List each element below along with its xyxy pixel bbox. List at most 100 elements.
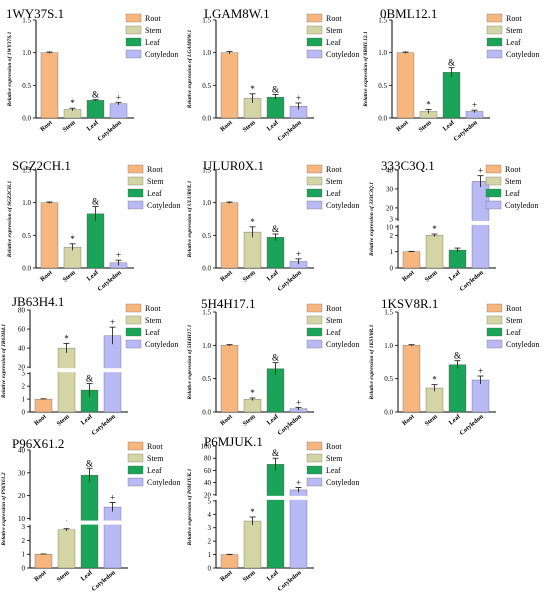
bar-root [396,52,415,119]
legend-swatch [306,477,323,487]
x-tick-label: Cotyledon [96,269,123,293]
legend-swatch [486,13,503,23]
significance-mark: & [92,90,99,100]
significance-mark: & [272,353,279,363]
significance-mark: * [250,507,255,517]
legend-swatch [306,25,323,35]
y-axis-label: Relative expression of 5H4H17.1 [187,324,193,400]
y-tick-label: 20 [18,492,26,500]
legend-label: Stem [326,454,343,463]
legend-swatch [486,49,503,59]
y-tick-label: 80 [18,307,26,315]
significance-mark: * [432,224,437,234]
y-tick-label: 0.5 [22,82,31,90]
x-tick-label: Leaf [86,119,101,133]
significance-mark: * [250,84,255,94]
x-tick-label: Stem [61,269,77,284]
bar-leaf [448,249,467,269]
chart-panel: LGAM8W.1 Relative expression of LGAM8W.1 0… [187,6,359,143]
significance-mark: & [272,84,279,94]
legend-swatch [125,25,142,35]
legend-swatch [306,441,323,451]
y-tick-label: 0.5 [384,375,393,383]
legend-swatch [127,200,144,210]
y-tick-label: 0.0 [22,265,31,273]
significance-mark: + [478,366,483,376]
y-tick-label: 1.5 [202,309,211,317]
y-tick-label: 20 [204,491,212,499]
legend-swatch [306,37,323,47]
significance-mark: & [92,197,99,207]
legend-swatch [306,315,323,325]
bar-cotyledon [289,489,308,569]
legend-label: Stem [147,177,164,186]
legend-label: Root [506,14,522,23]
y-axis-label: Relative expression of 0BML12.1 [363,31,369,108]
legend-swatch [486,25,503,35]
y-tick-label: 1 [22,396,26,404]
y-tick-label: 40 [18,345,26,353]
chart-panel: SGZ2CH.1 Relative expression of SGZ2CH.1 0… [7,158,180,293]
x-tick-label: Stem [241,269,257,284]
bar-stem [57,347,76,413]
legend-label: Cotyledon [147,201,180,210]
bar-cotyledon [103,335,122,413]
bar-stem [243,231,262,269]
y-tick-label: 0.0 [202,115,211,123]
legend-label: Leaf [145,38,160,47]
x-tick-label: Cotyledon [276,119,303,143]
legend-swatch [306,164,323,174]
legend-swatch [127,164,144,174]
x-tick-label: Leaf [86,269,101,283]
x-tick-label: Leaf [448,413,463,427]
y-axis-label: Relative expression of ULUR0X.1 [187,180,193,258]
y-tick-label: 80 [204,455,212,463]
x-tick-label: Root [33,569,48,583]
y-tick-label: 0.0 [384,409,393,417]
legend-label: Cotyledon [145,50,178,59]
y-tick-label: 1.0 [202,199,211,207]
y-tick-label: 1.5 [22,167,31,175]
bar-cotyledon [109,103,128,119]
y-tick-label: 30 [18,469,26,477]
y-tick-label: 20 [18,364,26,372]
legend-swatch [125,37,142,47]
significance-mark: + [296,477,301,487]
x-tick-label: Leaf [266,569,281,583]
significance-mark: + [296,397,301,407]
legend-label: Cotyledon [326,50,359,59]
legend-swatch [486,303,503,313]
x-tick-label: Cotyledon [96,119,123,143]
chart-panel: 0BML12.1 Relative expression of 0BML12.1 0… [363,6,539,143]
legend-label: Leaf [506,328,521,337]
x-tick-label: Root [219,269,234,283]
y-tick-label: 3 [390,216,394,224]
legend-swatch [306,453,323,463]
legend-label: Leaf [326,189,341,198]
legend-label: Stem [145,26,162,35]
significance-mark: & [272,448,279,458]
bar-stem [425,235,444,269]
y-axis-label: Relative expression of P6MJUK.1 [187,468,193,546]
y-tick-label: 10 [386,223,394,231]
bar-leaf [266,464,285,569]
significance-mark: * [70,98,75,108]
x-tick-label: Stem [241,413,257,428]
x-tick-label: Cotyledon [276,413,303,437]
legend-label: Root [147,165,163,174]
chart-title: 0BML12.1 [380,6,437,21]
chart-panel: 1KSV8R.1 Relative expression of 1KSV8R.1 0… [369,296,539,437]
x-tick-label: Stem [423,413,439,428]
legend-swatch [125,327,142,337]
legend-label: Cotyledon [506,50,539,59]
y-tick-label: 3 [22,523,26,531]
legend-swatch [306,176,323,186]
x-tick-label: Leaf [266,269,281,283]
chart-title: P6MJUK.1 [204,434,263,449]
legend-swatch [127,188,144,198]
bar-stem [243,520,262,569]
significance-mark: & [454,351,461,361]
x-tick-label: Cotyledon [90,413,117,437]
chart-panel: P96X61.2 Relative expression of P96X61.2 0… [1,436,180,593]
y-axis-label: Relative expression of 333C3Q.1 [369,182,375,257]
